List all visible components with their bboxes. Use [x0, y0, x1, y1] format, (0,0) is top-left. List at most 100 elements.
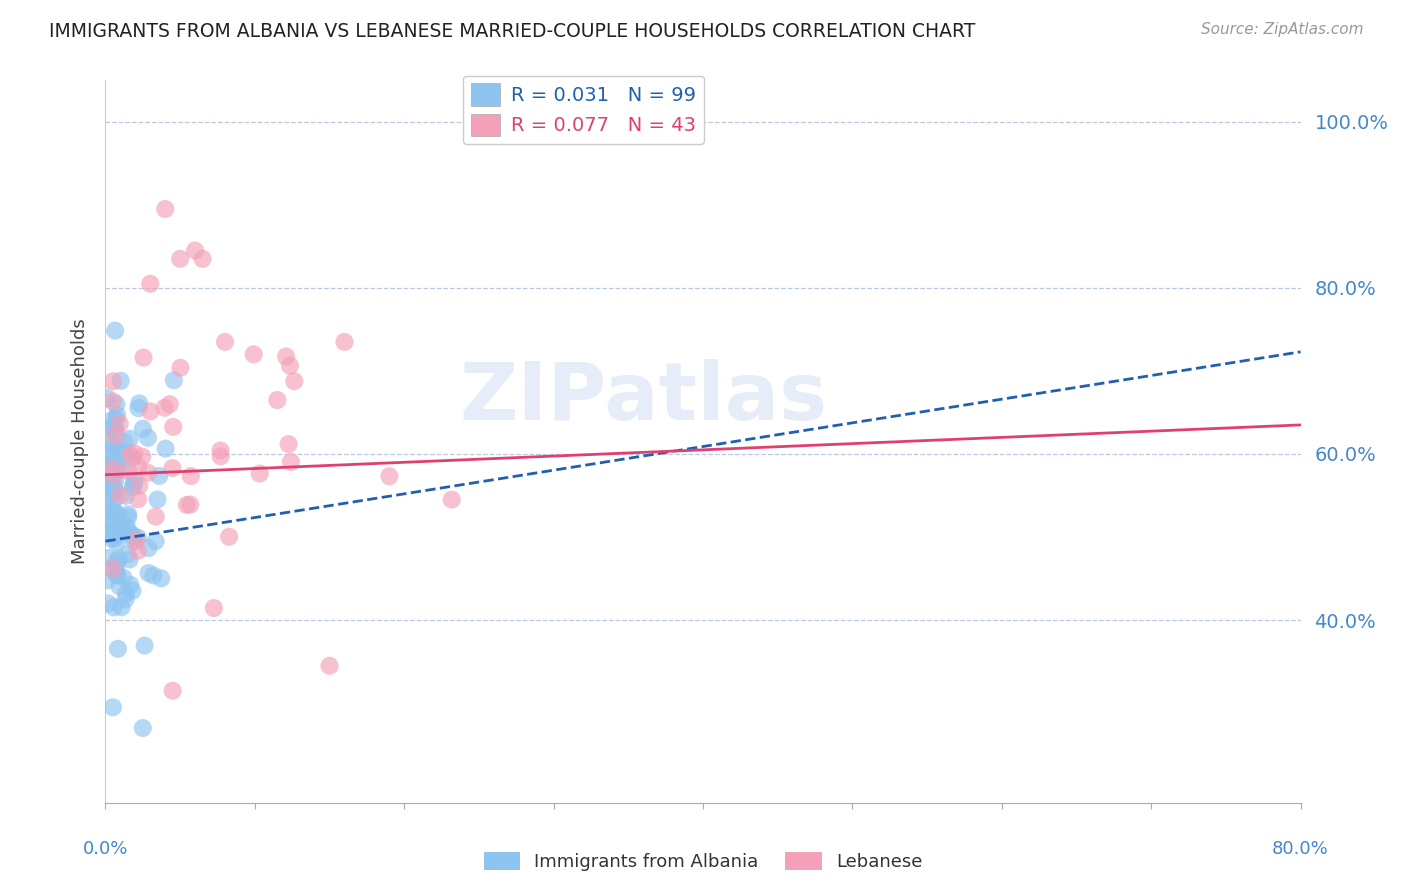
Point	[100, 561, 122, 575]
Point	[139, 277, 162, 291]
Point	[103, 421, 125, 435]
Point	[128, 478, 150, 492]
Point	[209, 443, 232, 458]
Point	[318, 658, 340, 673]
Point	[105, 457, 128, 471]
Point	[277, 437, 299, 451]
Point	[127, 531, 149, 545]
Point	[114, 435, 136, 450]
Point	[121, 583, 143, 598]
Point	[96, 391, 118, 405]
Point	[98, 551, 121, 566]
Point	[202, 601, 225, 615]
Point	[162, 461, 184, 475]
Point	[121, 480, 143, 494]
Point	[145, 509, 167, 524]
Point	[134, 639, 156, 653]
Point	[101, 375, 124, 389]
Point	[104, 428, 127, 442]
Point	[117, 464, 139, 478]
Point	[249, 467, 271, 481]
Point	[97, 523, 120, 537]
Point	[103, 479, 125, 493]
Point	[333, 334, 356, 349]
Point	[118, 432, 141, 446]
Point	[105, 568, 128, 582]
Point	[132, 422, 155, 436]
Point	[114, 489, 136, 503]
Point	[283, 374, 305, 388]
Point	[146, 492, 169, 507]
Point	[112, 571, 135, 585]
Point	[122, 476, 145, 491]
Point	[155, 202, 177, 216]
Point	[131, 450, 153, 464]
Point	[118, 448, 141, 462]
Point	[148, 469, 170, 483]
Point	[105, 458, 128, 472]
Point	[96, 526, 118, 541]
Point	[155, 442, 177, 456]
Point	[100, 477, 122, 491]
Point	[107, 551, 129, 566]
Point	[103, 439, 125, 453]
Point	[107, 513, 129, 527]
Point	[103, 600, 125, 615]
Text: IMMIGRANTS FROM ALBANIA VS LEBANESE MARRIED-COUPLE HOUSEHOLDS CORRELATION CHART: IMMIGRANTS FROM ALBANIA VS LEBANESE MARR…	[49, 22, 976, 41]
Point	[105, 463, 128, 477]
Point	[218, 530, 240, 544]
Point	[132, 721, 155, 735]
Point	[105, 522, 128, 536]
Point	[103, 506, 125, 520]
Point	[108, 524, 131, 539]
Point	[162, 420, 184, 434]
Point	[97, 525, 120, 540]
Point	[101, 484, 124, 499]
Point	[105, 397, 128, 411]
Point	[138, 541, 160, 555]
Point	[97, 458, 120, 472]
Point	[111, 463, 134, 477]
Point	[132, 351, 155, 365]
Point	[96, 458, 118, 472]
Point	[105, 558, 128, 573]
Point	[122, 529, 145, 543]
Point	[100, 445, 122, 459]
Point	[96, 464, 118, 478]
Point	[121, 528, 143, 542]
Point	[214, 334, 236, 349]
Point	[176, 498, 198, 512]
Point	[98, 516, 121, 531]
Point	[101, 499, 124, 513]
Point	[100, 450, 122, 464]
Text: 80.0%: 80.0%	[1272, 840, 1329, 858]
Point	[124, 534, 146, 549]
Point	[209, 450, 232, 464]
Point	[101, 394, 124, 409]
Point	[142, 568, 165, 582]
Point	[98, 491, 121, 505]
Point	[127, 492, 149, 507]
Point	[105, 412, 128, 426]
Point	[138, 566, 160, 580]
Point	[180, 469, 202, 483]
Point	[145, 534, 167, 549]
Point	[105, 408, 128, 422]
Point	[97, 434, 120, 448]
Point	[169, 252, 191, 266]
Point	[159, 397, 181, 411]
Point	[104, 486, 127, 500]
Point	[101, 461, 124, 475]
Point	[107, 443, 129, 458]
Point	[107, 517, 129, 532]
Point	[440, 492, 463, 507]
Point	[125, 533, 148, 548]
Point	[101, 562, 124, 576]
Point	[97, 597, 120, 611]
Point	[96, 469, 118, 483]
Point	[107, 509, 129, 524]
Point	[121, 450, 143, 465]
Point	[150, 571, 173, 585]
Point	[127, 543, 149, 558]
Point	[117, 510, 139, 524]
